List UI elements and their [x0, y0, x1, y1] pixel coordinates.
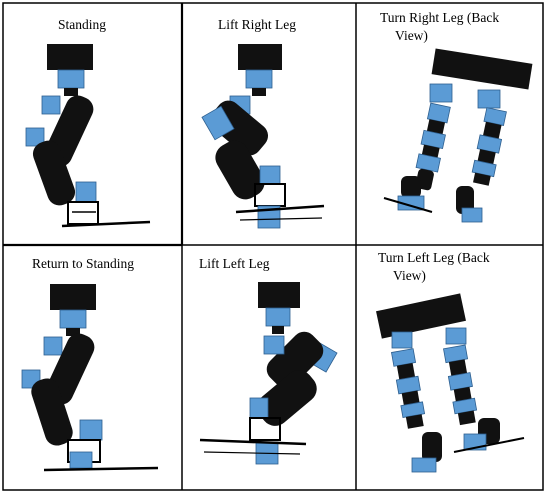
panel-title-turn-right: Turn Right Leg (Back	[380, 10, 499, 25]
panel-title-turn-right-line2: View)	[395, 28, 428, 43]
panel-title-turn-left: Turn Left Leg (Back	[378, 250, 490, 265]
panel-title-turn-left-line2: View)	[393, 268, 426, 283]
robot-lift-right-leg	[201, 44, 325, 229]
robot-standing	[25, 44, 151, 228]
robot-lift-left-leg	[199, 282, 338, 465]
panel-title-lift-right: Lift Right Leg	[218, 17, 296, 32]
robot-turn-left-leg	[376, 293, 525, 473]
panel-title-return-standing: Return to Standing	[32, 256, 134, 271]
robot-turn-right-leg	[383, 48, 533, 223]
panel-title-standing: Standing	[58, 17, 106, 32]
robot-return-standing	[21, 284, 159, 472]
panel-title-lift-left: Lift Left Leg	[199, 256, 270, 271]
